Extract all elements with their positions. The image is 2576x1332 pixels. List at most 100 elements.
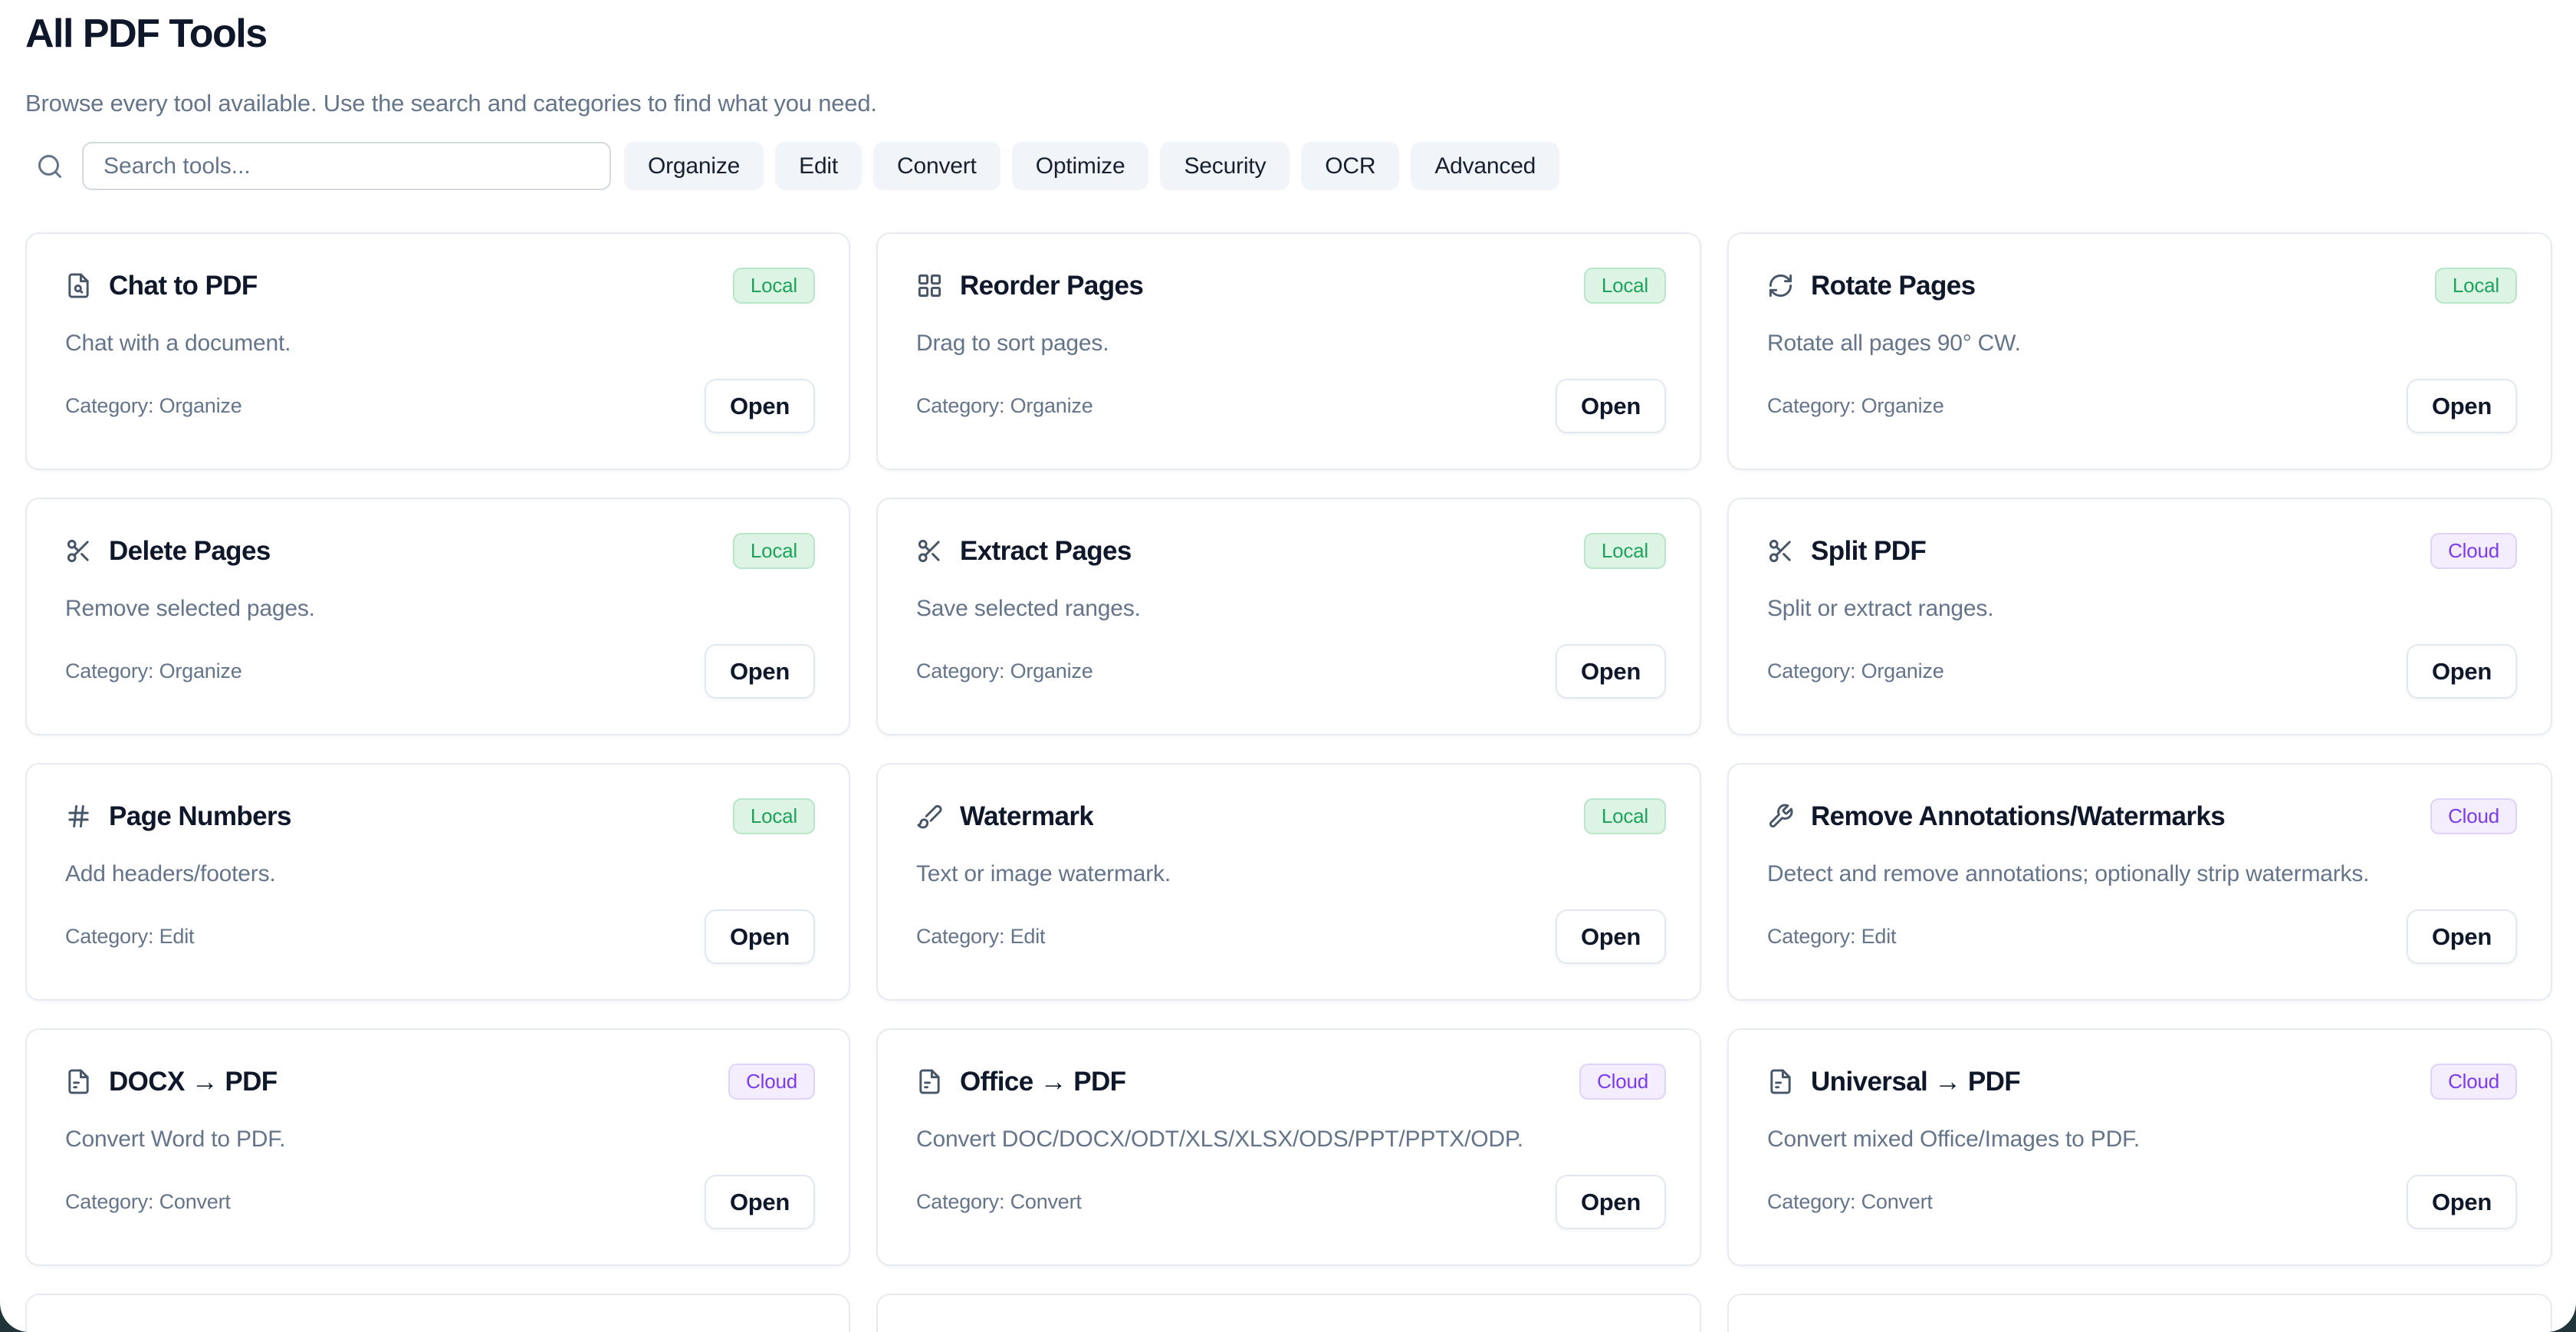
tool-card-footer: Category: Convert Open [916,1175,1666,1230]
category-value: Convert [1010,1190,1082,1214]
tool-card: Page Numbers Local Add headers/footers. … [25,763,850,1001]
open-button[interactable]: Open [1555,644,1666,699]
tool-category: Category: Organize [916,394,1093,418]
category-value: Convert [1861,1190,1933,1214]
tool-card-footer: Category: Organize Open [65,379,815,434]
file-text-icon [1767,1068,1794,1095]
tool-card: Rotate Pages Local Rotate all pages 90° … [1727,232,2552,471]
tool-category: Category: Organize [1767,659,1944,683]
tool-description: Split or extract ranges. [1767,596,1994,622]
category-value: Organize [1861,394,1944,418]
tool-badge: Local [732,533,815,570]
file-search-icon [65,272,92,299]
filter-chip-organize[interactable]: Organize [624,142,764,191]
open-button[interactable]: Open [1555,1175,1666,1230]
tool-category: Category: Organize [65,659,242,683]
tool-category: Category: Edit [916,925,1046,949]
wrench-icon [1767,803,1794,830]
filter-chip-convert[interactable]: Convert [873,142,1001,191]
scissors-icon [65,538,92,564]
tool-card-header: Split PDF Cloud [1767,533,2517,570]
tool-description: Rotate all pages 90° CW. [1767,331,2021,357]
tool-badge: Local [1583,798,1666,835]
tool-card: Reorder Pages Local Drag to sort pages. … [876,232,1701,471]
tool-card-footer: Category: Edit Open [916,909,1666,965]
tool-badge: Cloud [2430,1064,2517,1100]
tool-card-header: Universal → PDF Cloud [1767,1064,2517,1100]
tool-category: Category: Edit [1767,925,1897,949]
tool-description: Remove selected pages. [65,596,315,622]
scissors-icon [916,538,943,564]
open-button[interactable]: Open [1555,909,1666,965]
tool-card-header: Remove Annotations/Watermarks Cloud [1767,798,2517,835]
tool-description: Detect and remove annotations; optionall… [1767,861,2370,887]
filter-chip-security[interactable]: Security [1160,142,1290,191]
category-prefix: Category: [1767,394,1856,418]
tool-badge: Cloud [2430,798,2517,835]
tool-card-partial [1727,1294,2552,1332]
tool-card-footer: Category: Organize Open [916,379,1666,434]
tool-title: Delete Pages [109,535,271,566]
open-button[interactable]: Open [704,1175,815,1230]
tool-badge: Cloud [1579,1064,1666,1100]
tool-card-partial [25,1294,850,1332]
tool-category: Category: Organize [65,394,242,418]
category-prefix: Category: [1767,925,1856,949]
category-prefix: Category: [65,1190,154,1214]
tool-card: Delete Pages Local Remove selected pages… [25,498,850,736]
category-value: Edit [1010,925,1046,949]
rotate-cw-icon [1767,272,1794,299]
category-value: Edit [1861,925,1897,949]
tool-category: Category: Convert [1767,1190,1933,1214]
filter-chip-optimize[interactable]: Optimize [1011,142,1149,191]
category-prefix: Category: [65,925,154,949]
tool-description: Chat with a document. [65,331,291,357]
open-button[interactable]: Open [2406,1175,2517,1230]
category-prefix: Category: [916,659,1005,683]
open-button[interactable]: Open [704,379,815,434]
tool-card-footer: Category: Convert Open [1767,1175,2517,1230]
filter-chip-ocr[interactable]: OCR [1301,142,1400,191]
tool-title: Rotate Pages [1811,270,1976,301]
tool-card-header: Delete Pages Local [65,533,815,570]
tool-badge: Cloud [728,1064,815,1100]
category-prefix: Category: [916,1190,1005,1214]
category-prefix: Category: [1767,1190,1856,1214]
filter-chip-edit[interactable]: Edit [775,142,863,191]
tool-card: Office → PDF Cloud Convert DOC/DOCX/ODT/… [876,1028,1701,1267]
tool-description: Add headers/footers. [65,861,276,887]
page-subtitle: Browse every tool available. Use the sea… [25,90,877,117]
category-value: Convert [159,1190,231,1214]
category-value: Organize [1861,659,1944,683]
tool-description: Save selected ranges. [916,596,1141,622]
tool-badge: Cloud [2430,533,2517,570]
tool-category: Category: Organize [916,659,1093,683]
tool-card: Split PDF Cloud Split or extract ranges.… [1727,498,2552,736]
category-filter-chips: Organize Edit Convert Optimize Security … [624,142,1560,191]
search-and-filter-toolbar: Organize Edit Convert Optimize Security … [25,142,2552,191]
search-input[interactable] [82,142,611,191]
tool-card: DOCX → PDF Cloud Convert Word to PDF. Ca… [25,1028,850,1267]
tool-badge: Local [732,268,815,304]
open-button[interactable]: Open [704,909,815,965]
category-prefix: Category: [916,925,1005,949]
open-button[interactable]: Open [704,644,815,699]
scissors-icon [1767,538,1794,564]
tool-category: Category: Convert [916,1190,1082,1214]
filter-chip-advanced[interactable]: Advanced [1411,142,1560,191]
category-value: Organize [1010,659,1093,683]
tool-badge: Local [1583,533,1666,570]
tool-card-header: Watermark Local [916,798,1666,835]
tool-title: DOCX → PDF [109,1066,278,1097]
open-button[interactable]: Open [2406,379,2517,434]
category-value: Organize [159,659,242,683]
tool-category: Category: Edit [65,925,195,949]
open-button[interactable]: Open [2406,644,2517,699]
tool-card-header: Extract Pages Local [916,533,1666,570]
tool-description: Convert DOC/DOCX/ODT/XLS/XLSX/ODS/PPT/PP… [916,1126,1523,1153]
open-button[interactable]: Open [2406,909,2517,965]
tool-description: Text or image watermark. [916,861,1171,887]
category-value: Organize [159,394,242,418]
tool-title: Chat to PDF [109,270,258,301]
open-button[interactable]: Open [1555,379,1666,434]
